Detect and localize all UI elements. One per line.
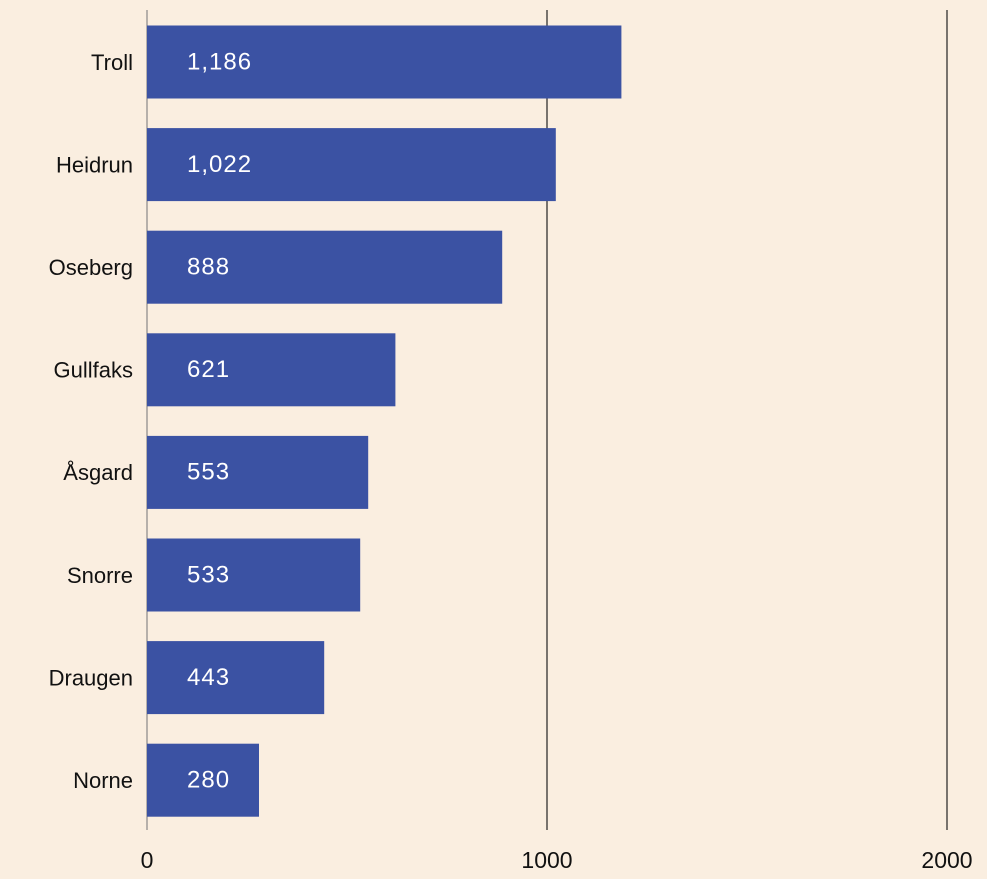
bar xyxy=(147,230,503,304)
category-label: Heidrun xyxy=(56,152,133,177)
bar xyxy=(147,333,396,407)
bar xyxy=(147,743,259,817)
category-label: Snorre xyxy=(67,563,133,588)
category-label: Draugen xyxy=(49,665,133,690)
value-label: 280 xyxy=(187,767,230,794)
bar xyxy=(147,435,369,509)
value-label: 533 xyxy=(187,561,230,588)
category-label: Gullfaks xyxy=(54,358,133,383)
bar xyxy=(147,641,325,715)
value-label: 1,186 xyxy=(187,48,252,75)
value-label: 888 xyxy=(187,254,230,281)
bar xyxy=(147,128,556,202)
value-label: 621 xyxy=(187,356,230,383)
bar xyxy=(147,538,361,612)
value-label: 443 xyxy=(187,664,230,691)
x-tick-label: 1000 xyxy=(521,847,572,873)
category-label: Oseberg xyxy=(49,255,133,280)
x-tick-label: 2000 xyxy=(921,847,972,873)
value-label: 1,022 xyxy=(187,151,252,178)
category-label: Troll xyxy=(91,50,133,75)
x-tick-label: 0 xyxy=(141,847,154,873)
category-label: Åsgard xyxy=(63,460,133,485)
category-label: Norne xyxy=(73,768,133,793)
bar xyxy=(147,25,622,99)
value-label: 553 xyxy=(187,459,230,486)
